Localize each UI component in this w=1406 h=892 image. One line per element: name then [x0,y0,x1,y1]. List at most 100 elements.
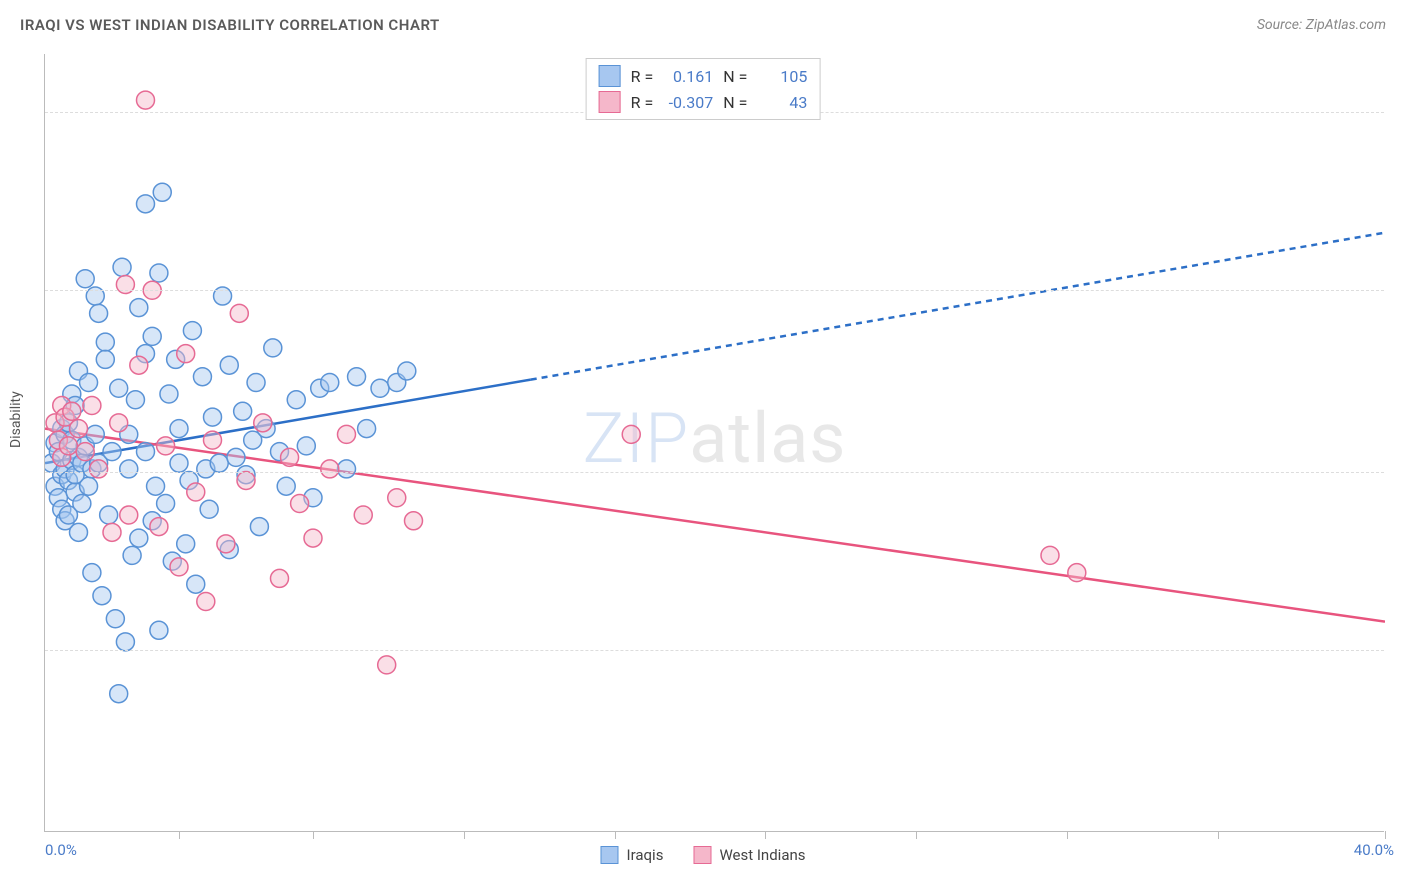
trend-line [45,429,1385,622]
data-point [120,460,138,478]
data-point [150,264,168,282]
data-point [137,91,155,109]
series-label-iraqis: Iraqis [626,846,663,864]
y-tick-label: 6.3% [1394,641,1406,659]
data-point [220,356,238,374]
data-point [287,391,305,409]
data-point [271,569,289,587]
trend-line-dashed [531,233,1385,380]
y-axis-title: Disability [8,391,24,448]
data-point [250,518,268,536]
data-point [59,437,77,455]
data-point [371,379,389,397]
data-point [193,368,211,386]
x-tick [1067,831,1068,839]
data-point [90,460,108,478]
grid-line [45,472,1384,473]
data-point [321,460,339,478]
data-point [197,592,215,610]
data-point [622,425,640,443]
data-point [170,558,188,576]
data-point [354,506,372,524]
data-point [96,350,114,368]
series-legend: Iraqis West Indians [600,846,805,864]
data-point [1068,564,1086,582]
x-axis-min-label: 0.0% [45,841,77,859]
data-point [204,431,222,449]
data-point [116,633,134,651]
data-point [170,454,188,472]
stats-legend-row-westindians: R = -0.307 N = 43 [599,89,808,115]
y-tick-label: 18.8% [1394,281,1406,299]
data-point [234,402,252,420]
x-tick [765,831,766,839]
series-label-westindians: West Indians [719,846,805,864]
x-tick [464,831,465,839]
x-tick [179,831,180,839]
x-tick [916,831,917,839]
data-point [150,518,168,536]
data-point [130,529,148,547]
data-point [170,420,188,438]
swatch-westindians-icon [693,846,711,864]
y-tick-label: 25.0% [1394,103,1406,121]
grid-line [45,650,1384,651]
data-point [63,402,81,420]
data-point [378,656,396,674]
data-point [103,443,121,461]
series-legend-iraqis: Iraqis [600,846,663,864]
data-point [76,443,94,461]
data-point [70,420,88,438]
data-point [96,333,114,351]
x-tick [1385,831,1386,839]
data-point [130,356,148,374]
data-point [177,535,195,553]
stats-legend: R = 0.161 N = 105 R = -0.307 N = 43 [586,58,821,120]
x-axis-max-label: 40.0% [1354,841,1394,859]
chart-title: IRAQI VS WEST INDIAN DISABILITY CORRELAT… [20,16,440,34]
data-point [291,495,309,513]
chart-header: IRAQI VS WEST INDIAN DISABILITY CORRELAT… [0,0,1406,50]
data-point [183,322,201,340]
data-point [100,506,118,524]
r-value-iraqis: 0.161 [663,67,713,86]
data-point [83,564,101,582]
x-tick [615,831,616,839]
data-point [110,685,128,703]
data-point [264,339,282,357]
data-point [80,373,98,391]
data-point [150,621,168,639]
stats-legend-row-iraqis: R = 0.161 N = 105 [599,63,808,89]
data-point [126,391,144,409]
data-point [321,373,339,391]
data-point [187,483,205,501]
data-point [281,448,299,466]
grid-line [45,290,1384,291]
data-point [110,379,128,397]
r-value-westindians: -0.307 [663,93,713,112]
data-point [297,437,315,455]
n-label: N = [723,93,747,112]
data-point [90,304,108,322]
data-point [1041,546,1059,564]
data-point [113,258,131,276]
n-value-westindians: 43 [757,93,807,112]
swatch-iraqis [599,65,621,87]
data-point [358,420,376,438]
data-point [83,397,101,415]
data-point [157,437,175,455]
data-point [103,523,121,541]
data-point [80,477,98,495]
data-point [348,368,366,386]
chart-container: IRAQI VS WEST INDIAN DISABILITY CORRELAT… [0,0,1406,892]
data-point [73,495,91,513]
data-point [93,587,111,605]
r-label: R = [631,93,654,112]
data-point [187,575,205,593]
data-point [153,183,171,201]
r-label: R = [631,67,654,86]
data-point [230,304,248,322]
data-point [277,477,295,495]
data-point [217,535,235,553]
swatch-westindians [599,91,621,113]
